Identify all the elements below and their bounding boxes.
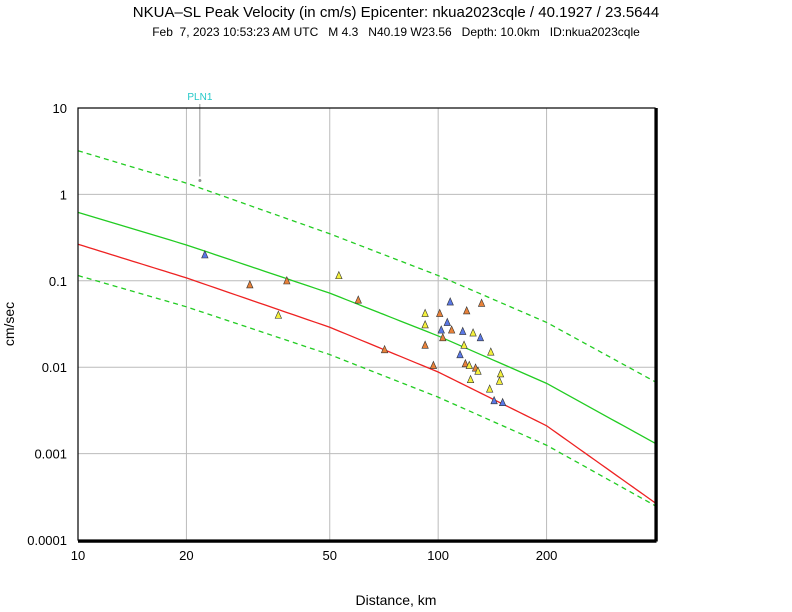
model-curve (77, 243, 656, 504)
station-marker (447, 325, 456, 334)
y-tick-label: 0.001 (34, 447, 67, 462)
bound-curve (77, 274, 656, 507)
x-axis-label: Distance, km (356, 592, 437, 608)
frame-layer (77, 107, 658, 543)
median-curve (77, 211, 656, 444)
x-tick-label: 200 (536, 548, 558, 563)
station-label: PLN1 (187, 92, 212, 103)
station-marker (421, 308, 429, 317)
station-marker (459, 326, 467, 335)
station-marker (474, 366, 482, 375)
station-marker (246, 280, 254, 289)
x-tick-label: 10 (71, 548, 85, 563)
grid-layer (77, 107, 655, 541)
bound-curve (77, 150, 656, 383)
station-marker (460, 340, 468, 349)
y-tick-label: 0.01 (42, 360, 67, 375)
station-marker (443, 317, 451, 326)
station-marker (421, 320, 429, 329)
station-marker (446, 297, 454, 306)
x-tick-label: 100 (427, 548, 449, 563)
station-marker (380, 344, 389, 354)
station-marker (274, 310, 283, 319)
y-tick-label: 0.1 (49, 274, 67, 289)
station-marker (456, 349, 464, 359)
station-marker (496, 369, 505, 378)
station-marker (465, 360, 473, 369)
station-marker (198, 178, 202, 182)
station-marker (461, 358, 470, 368)
plot-frame (77, 107, 656, 541)
station-marker (490, 395, 498, 405)
station-marker (486, 384, 494, 393)
station-marker (436, 308, 444, 317)
y-axis-label: cm/sec (1, 302, 17, 346)
x-tick-label: 50 (323, 548, 337, 563)
station-marker (463, 306, 471, 315)
chart-subtitle: Feb 7, 2023 10:53:23 AM UTC M 4.3 N40.19… (152, 25, 640, 39)
station-marker (283, 276, 291, 285)
y-tick-label: 10 (53, 101, 67, 116)
y-tick-label: 1 (60, 187, 67, 202)
station-marker (466, 374, 475, 384)
curve-layer (77, 150, 656, 507)
station-marker (437, 325, 445, 334)
station-marker (476, 332, 485, 342)
x-tick-label: 20 (179, 548, 193, 563)
station-marker (354, 295, 362, 304)
station-marker (495, 376, 504, 385)
marker-layer: PLN1 (187, 92, 507, 407)
station-marker (487, 347, 495, 356)
station-marker (439, 332, 447, 342)
station-marker (421, 340, 429, 349)
station-marker (469, 328, 477, 337)
station-marker (335, 270, 343, 280)
station-marker (429, 360, 438, 369)
chart-title: NKUA–SL Peak Velocity (in cm/s) Epicente… (132, 4, 660, 21)
station-marker (201, 250, 209, 259)
station-marker (498, 397, 507, 407)
station-marker (477, 298, 486, 307)
y-tick-label: 0.0001 (27, 533, 67, 548)
tick-layer: 10 20 50 100 200 10 1 0.1 0.01 0.001 0.0001 (27, 101, 557, 563)
